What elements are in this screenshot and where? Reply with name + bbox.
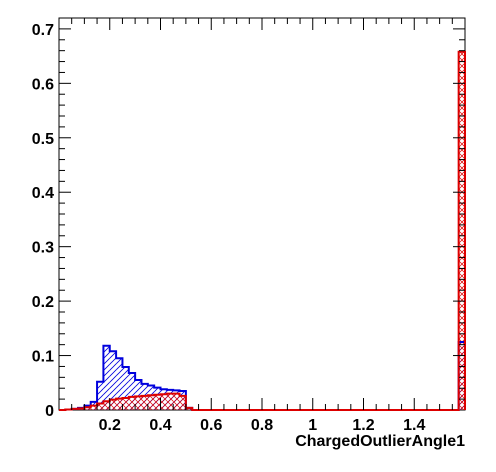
x-tick-label: 0.4	[149, 417, 171, 434]
outline-layer	[59, 50, 466, 411]
x-axis-title: ChargedOutlierAngle1	[295, 433, 465, 450]
red-series-bar	[90, 405, 98, 410]
red-series-bar	[166, 393, 174, 410]
blue-series-bar	[103, 345, 110, 410]
y-tick-label: 0.4	[32, 185, 54, 202]
red-series-bar	[109, 399, 117, 410]
x-tick-label: 0.6	[200, 417, 222, 434]
y-tick-label: 0.3	[32, 240, 54, 257]
y-tick-label: 0.2	[32, 294, 54, 311]
red-series-bar	[160, 394, 167, 410]
blue-series-bar	[135, 380, 142, 410]
y-tick-label: 0	[45, 403, 54, 420]
blue-series-bar	[116, 358, 123, 410]
red-series-bar	[122, 398, 129, 410]
blue-series-bar	[122, 366, 129, 410]
plot-frame	[58, 17, 466, 411]
red-series-bar	[147, 395, 155, 410]
y-tick-label: 0.7	[32, 22, 54, 39]
blue-series-bar	[97, 381, 104, 410]
red-series-bar	[173, 393, 180, 410]
y-tick-label: 0.6	[32, 76, 54, 93]
red-series-bar	[141, 395, 148, 410]
red-series-line	[59, 50, 466, 411]
red-series-bar	[116, 398, 123, 410]
x-tick-label: 1	[308, 417, 317, 434]
blue-series-bar	[128, 372, 136, 410]
red-series-bar	[128, 396, 136, 410]
x-tick-label: 0.8	[251, 417, 273, 434]
bars-layer	[65, 51, 465, 410]
red-series-bar	[458, 51, 465, 410]
red-series-bar	[84, 407, 91, 410]
x-tick-label: 0.2	[99, 417, 121, 434]
y-tick-label: 0.1	[32, 349, 54, 366]
blue-series-bar	[109, 351, 117, 410]
red-series-bar	[103, 401, 110, 410]
red-series-bar	[154, 394, 161, 410]
axes-layer: 0.2 0.4 0.6 0.8 1 1.2 1.4 0 0.1 0.2 0.3 0.4 0.5 0.6 0.…	[32, 17, 465, 434]
x-tick-label: 1.4	[403, 417, 425, 434]
red-series-bar	[97, 403, 104, 410]
y-tick-label: 0.5	[32, 131, 54, 148]
red-series-bar	[135, 396, 142, 410]
x-tick-label: 1.2	[352, 417, 374, 434]
red-series-bar	[185, 407, 193, 410]
red-series-bar	[179, 395, 186, 410]
